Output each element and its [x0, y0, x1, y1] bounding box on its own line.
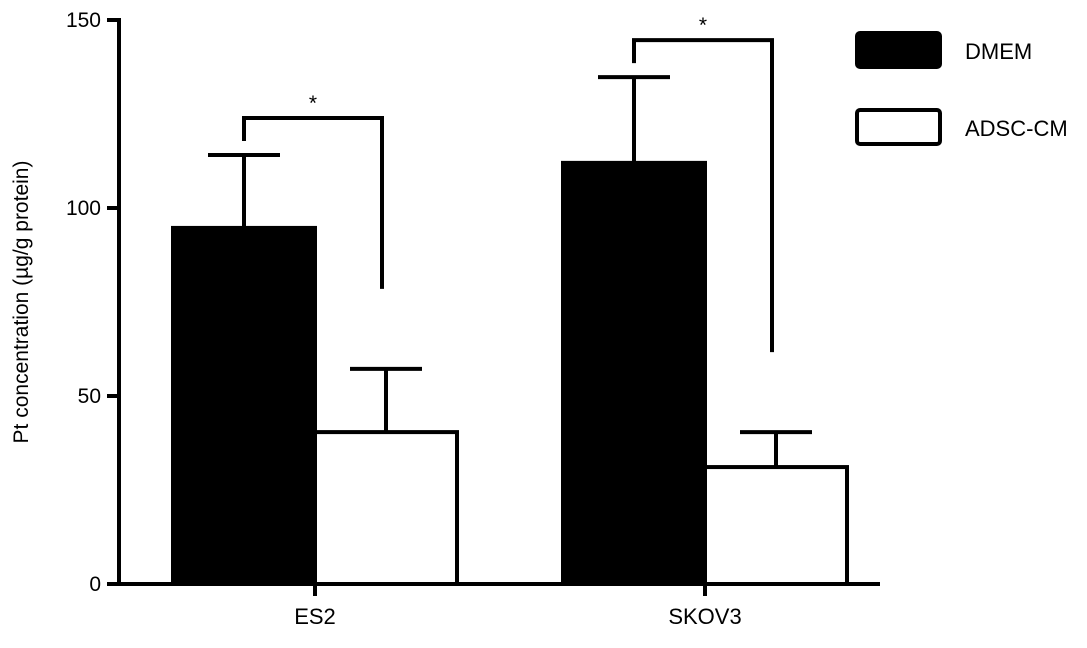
x-tick-label: ES2	[294, 604, 336, 629]
legend-swatch-dmem	[855, 31, 942, 69]
y-tick-label: 150	[66, 9, 101, 32]
bars: **	[171, 14, 849, 587]
significance-star: *	[309, 92, 317, 115]
significance-bracket	[242, 115, 384, 289]
y-tick-label: 100	[66, 197, 101, 220]
x-tick-label: SKOV3	[668, 604, 741, 629]
legend: DMEM ADSC-CM	[855, 31, 1068, 146]
significance-bracket	[632, 38, 774, 353]
y-tick-label: 0	[89, 573, 101, 596]
bar-dmem-es2	[171, 225, 317, 586]
bar-dmem-skov3	[561, 160, 707, 586]
y-axis-label: Pt concentration (µg/g protein)	[10, 161, 33, 444]
bar-adsc-cm-es2	[313, 430, 459, 587]
legend-label-dmem: DMEM	[965, 39, 1032, 64]
bar-adsc-cm-skov3	[703, 465, 849, 586]
y-tick-label: 50	[78, 385, 101, 408]
legend-label-adsc-cm: ADSC-CM	[965, 116, 1068, 141]
legend-swatch-adsc-cm	[855, 108, 942, 146]
significance-star: *	[699, 14, 707, 37]
